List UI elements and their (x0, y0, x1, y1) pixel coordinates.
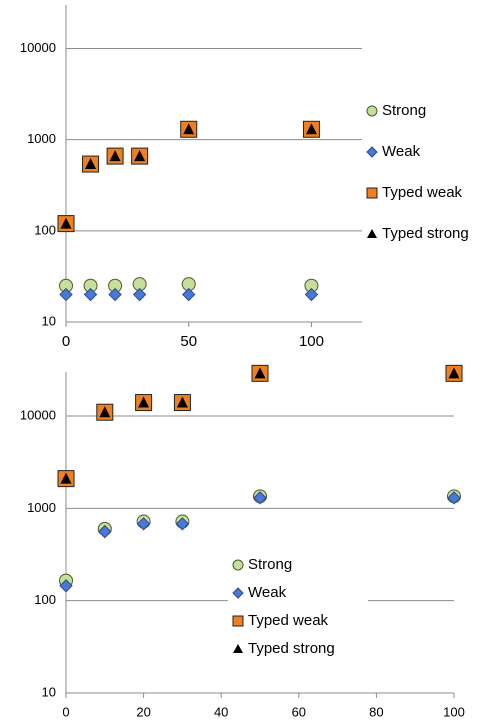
point (176, 396, 188, 408)
legend-label: Typed weak (248, 612, 329, 629)
legend-label: Typed strong (248, 640, 335, 657)
point (136, 517, 151, 531)
point (85, 158, 97, 170)
legend-box (228, 551, 368, 667)
legend-marker (366, 105, 378, 117)
legend-marker (366, 146, 378, 158)
point (108, 287, 122, 302)
x-tick-label: 0 (62, 333, 70, 350)
legend-label: Weak (248, 584, 287, 601)
legend-marker (233, 644, 243, 653)
point (183, 123, 195, 135)
legend-marker (366, 187, 378, 199)
point (60, 472, 72, 484)
y-tick-label: 10000 (20, 40, 56, 55)
legend-marker (232, 587, 244, 599)
point (304, 287, 319, 302)
y-tick-label: 1000 (27, 500, 56, 515)
point (132, 287, 147, 302)
legend-marker (367, 229, 377, 238)
legend-marker (232, 559, 244, 571)
legend-label: Weak (382, 143, 421, 160)
x-tick-label: 80 (369, 704, 383, 719)
x-tick-label: 0 (62, 704, 69, 719)
legend-label: Strong (382, 102, 426, 119)
y-tick-label: 10 (42, 684, 56, 699)
point (305, 123, 317, 135)
x-tick-label: 20 (136, 704, 150, 719)
point (447, 491, 461, 505)
point (83, 287, 98, 302)
x-tick-label: 50 (180, 333, 197, 350)
y-tick-label: 100 (34, 592, 56, 607)
point (175, 517, 190, 531)
y-tick-label: 10000 (20, 407, 56, 422)
point (253, 491, 267, 505)
legend-label: Typed strong (382, 225, 469, 242)
point (109, 150, 121, 162)
point (60, 217, 72, 229)
point (134, 150, 146, 162)
x-tick-label: 60 (292, 704, 306, 719)
point (448, 367, 460, 379)
point (59, 287, 73, 302)
x-tick-label: 100 (299, 333, 324, 350)
point (59, 579, 73, 593)
point (254, 367, 266, 379)
y-tick-label: 10 (42, 313, 56, 328)
x-tick-label: 40 (214, 704, 228, 719)
legend-marker (232, 615, 244, 627)
point (98, 524, 112, 539)
y-tick-label: 1000 (27, 131, 56, 146)
x-tick-label: 100 (443, 704, 465, 719)
legend-label: Strong (248, 556, 292, 573)
point (182, 287, 196, 302)
point (138, 396, 150, 408)
y-tick-label: 100 (34, 222, 56, 237)
point (99, 406, 111, 418)
legend-label: Typed weak (382, 184, 463, 201)
